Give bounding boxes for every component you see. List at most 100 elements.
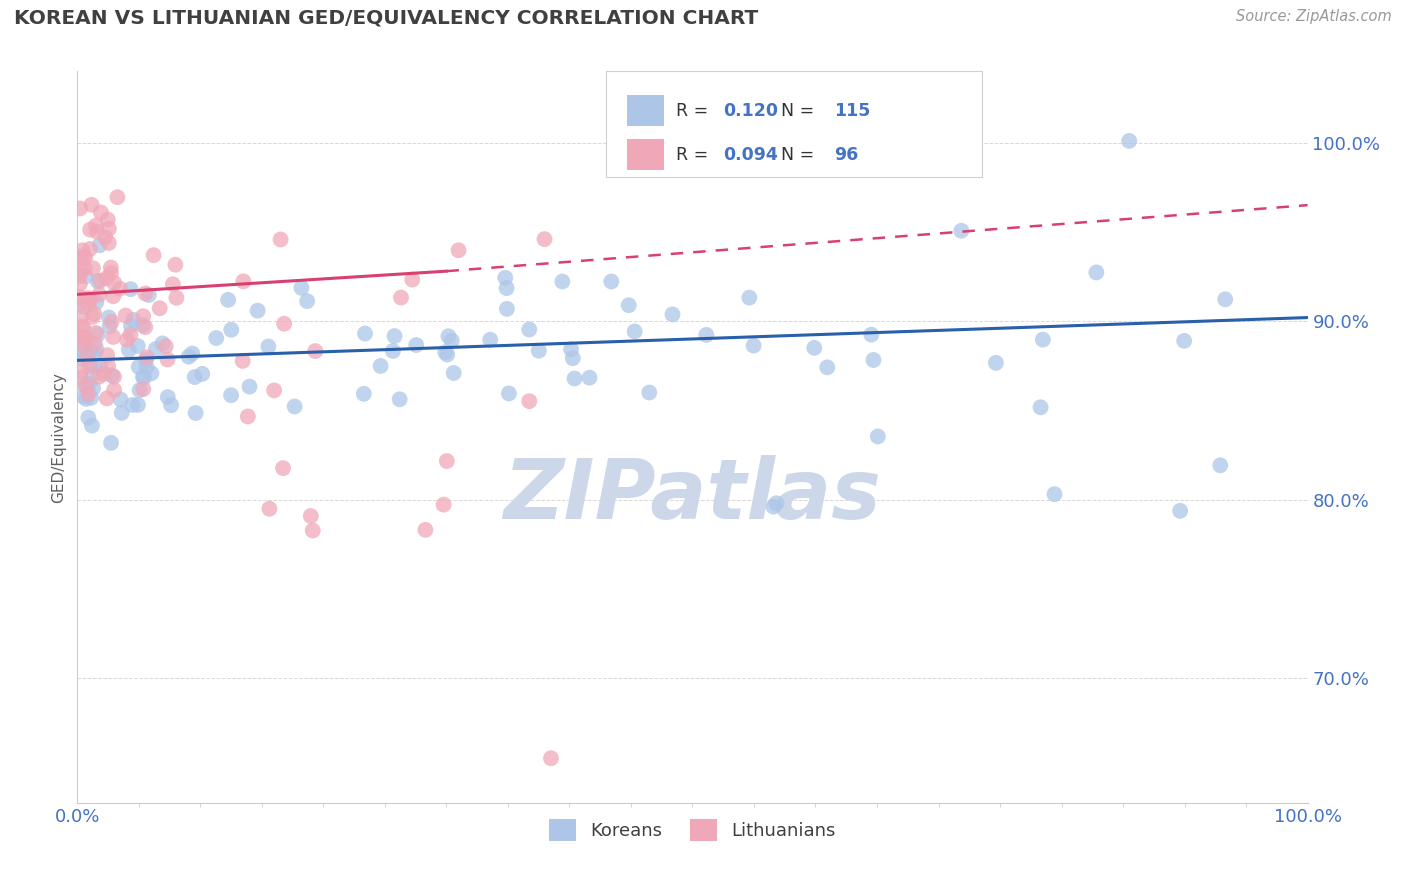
Point	[1118, 134, 1140, 148]
Point	[1032, 333, 1054, 347]
Point	[271, 461, 294, 475]
Point	[101, 289, 124, 303]
Point	[132, 318, 155, 333]
Y-axis label: GED/Equivalency: GED/Equivalency	[51, 372, 66, 502]
Point	[191, 367, 214, 381]
Point	[72, 348, 94, 362]
Point	[440, 334, 463, 348]
Point	[72, 337, 94, 351]
Point	[181, 346, 204, 360]
Point	[1043, 487, 1066, 501]
Point	[97, 310, 120, 325]
Text: R =: R =	[676, 145, 714, 164]
Text: Source: ZipAtlas.com: Source: ZipAtlas.com	[1236, 9, 1392, 24]
Point	[149, 301, 172, 316]
Point	[96, 392, 118, 406]
Point	[103, 369, 125, 384]
Point	[232, 354, 254, 368]
Point	[415, 523, 437, 537]
Text: 0.094: 0.094	[723, 145, 778, 164]
Point	[401, 272, 423, 286]
Point	[87, 370, 110, 384]
Point	[72, 337, 94, 351]
Point	[105, 190, 128, 204]
Point	[72, 251, 94, 265]
Point	[100, 266, 122, 280]
Point	[114, 309, 136, 323]
Point	[533, 232, 555, 246]
Point	[384, 329, 406, 343]
Point	[103, 383, 125, 397]
Point	[94, 230, 117, 244]
Point	[695, 327, 717, 342]
Point	[494, 270, 516, 285]
Point	[762, 500, 785, 514]
Point	[89, 238, 111, 252]
Point	[765, 496, 787, 510]
Point	[86, 327, 108, 342]
Point	[219, 323, 242, 337]
Point	[447, 244, 470, 258]
Point	[155, 339, 177, 353]
Point	[128, 359, 150, 374]
Point	[866, 429, 889, 443]
Point	[1173, 334, 1195, 348]
Point	[299, 508, 322, 523]
Point	[75, 392, 97, 406]
Point	[72, 320, 94, 334]
Point	[1029, 401, 1052, 415]
Point	[127, 398, 149, 412]
Point	[433, 498, 456, 512]
Point	[100, 260, 122, 275]
Point	[108, 282, 131, 296]
Text: R =: R =	[676, 102, 714, 120]
Point	[82, 310, 104, 324]
Point	[600, 275, 623, 289]
Point	[496, 301, 519, 316]
Point	[120, 318, 142, 333]
Point	[69, 268, 91, 283]
Point	[75, 251, 97, 265]
Point	[950, 224, 973, 238]
Point	[77, 291, 100, 305]
Text: N =: N =	[782, 145, 820, 164]
Point	[110, 392, 132, 407]
Point	[70, 364, 93, 378]
Point	[517, 322, 540, 336]
Point	[73, 378, 96, 392]
Point	[86, 295, 108, 310]
Point	[132, 370, 155, 384]
Point	[73, 330, 96, 344]
Point	[103, 330, 125, 344]
Point	[738, 291, 761, 305]
Point	[381, 343, 404, 358]
Point	[405, 338, 427, 352]
Point	[82, 359, 104, 373]
Point	[578, 370, 600, 384]
Point	[93, 367, 115, 381]
Point	[72, 390, 94, 404]
Point	[97, 235, 120, 250]
Point	[152, 336, 174, 351]
Point	[75, 269, 97, 284]
Point	[388, 392, 411, 407]
Point	[96, 348, 118, 362]
Point	[162, 277, 184, 292]
Point	[84, 336, 107, 351]
Point	[638, 385, 661, 400]
Point	[80, 391, 103, 405]
Point	[495, 281, 517, 295]
Point	[437, 329, 460, 343]
Point	[69, 290, 91, 304]
Point	[73, 261, 96, 276]
Point	[120, 327, 142, 342]
Point	[97, 212, 120, 227]
Point	[443, 366, 465, 380]
Point	[436, 454, 458, 468]
Point	[69, 277, 91, 291]
Point	[1085, 265, 1108, 279]
Point	[70, 310, 93, 325]
Point	[111, 406, 134, 420]
Point	[118, 343, 141, 357]
Point	[145, 342, 167, 356]
